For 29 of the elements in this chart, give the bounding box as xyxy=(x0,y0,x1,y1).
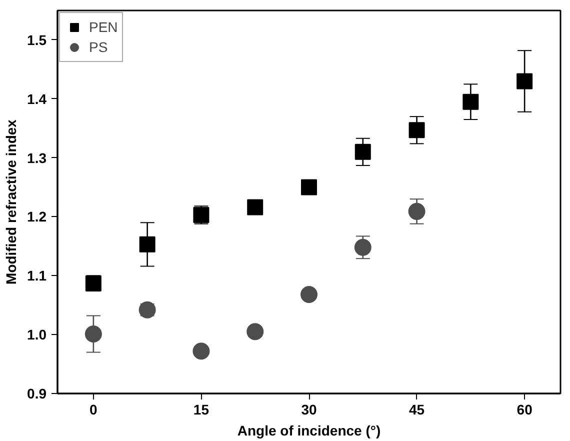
y-tick-label: 1.5 xyxy=(27,32,47,48)
point xyxy=(408,122,425,138)
point xyxy=(301,179,317,196)
x-tick-label: 30 xyxy=(301,402,317,418)
x-tick-label: 60 xyxy=(516,402,533,418)
y-tick-label: 0.9 xyxy=(27,386,47,402)
x-tick-label: 45 xyxy=(409,402,425,418)
x-tick-label: 15 xyxy=(193,402,210,418)
point xyxy=(462,94,479,110)
y-tick-label: 1.0 xyxy=(27,326,47,343)
point xyxy=(84,326,102,342)
point xyxy=(139,236,156,252)
y-tick-label: 1.1 xyxy=(27,268,47,284)
point xyxy=(247,199,264,216)
point xyxy=(354,144,371,160)
point xyxy=(246,323,264,340)
legend-label: PEN xyxy=(89,19,118,35)
y-tick-label: 1.4 xyxy=(27,90,47,107)
y-tick-label: 1.3 xyxy=(27,150,47,166)
y-axis-title: Modified refractive index xyxy=(3,119,20,284)
x-axis-title: Angle of incidence (°) xyxy=(237,422,381,438)
point xyxy=(300,286,318,303)
point xyxy=(516,73,533,90)
y-tick-label: 1.2 xyxy=(27,208,47,225)
point xyxy=(354,238,372,256)
point xyxy=(408,202,426,220)
x-tick-label: 0 xyxy=(90,402,98,418)
legend-label: PS xyxy=(89,39,109,55)
point xyxy=(192,342,210,360)
